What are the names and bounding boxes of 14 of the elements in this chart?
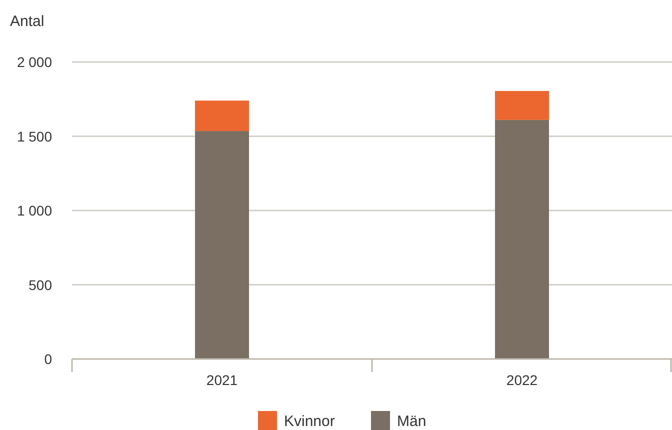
- bar: [195, 131, 249, 359]
- y-tick-label: 1 500: [16, 128, 52, 144]
- legend-label: Kvinnor: [284, 413, 335, 430]
- x-tick-label: 2021: [206, 372, 238, 388]
- legend-label: Män: [397, 413, 426, 430]
- bar: [195, 100, 249, 132]
- bar: [495, 90, 549, 120]
- y-tick-label: 0: [44, 351, 52, 367]
- y-axis-title: Antal: [10, 13, 44, 30]
- y-tick-label: 2 000: [16, 54, 52, 70]
- bar: [495, 120, 549, 359]
- x-tick-label: 2022: [506, 372, 538, 388]
- y-tick-label: 1 000: [16, 202, 52, 218]
- y-tick-label: 500: [28, 276, 52, 293]
